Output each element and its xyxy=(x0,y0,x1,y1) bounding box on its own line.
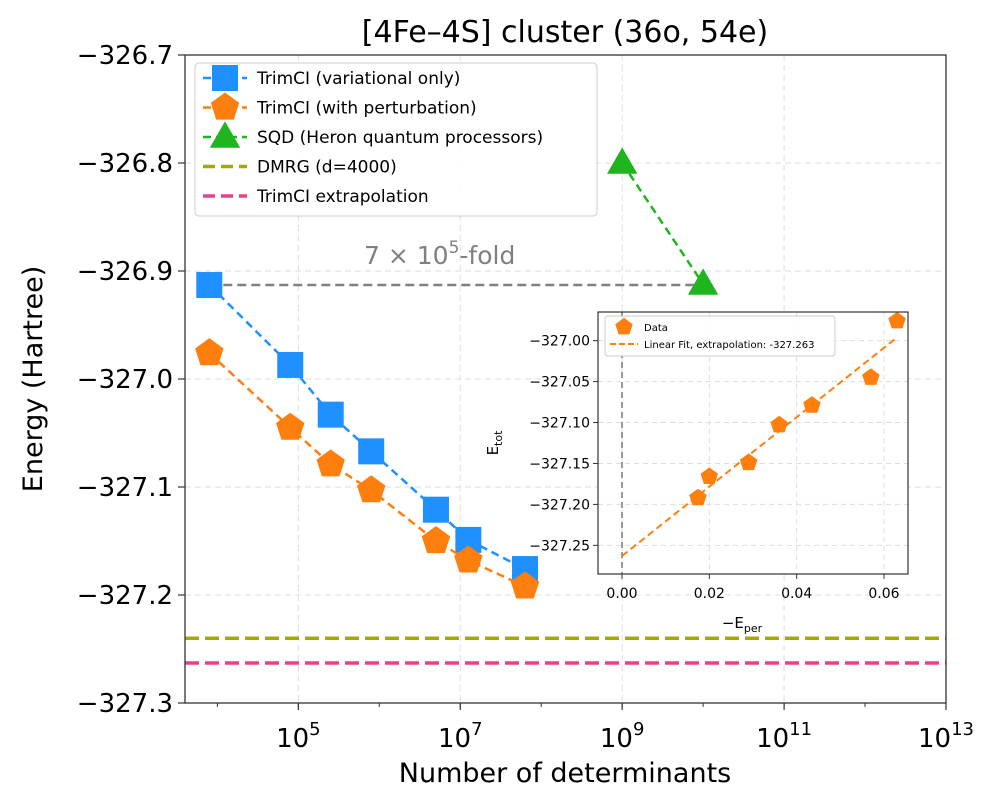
y-tick-label: −327.3 xyxy=(77,689,173,719)
inset-x-label-sub: per xyxy=(744,622,763,635)
chart-title: [4Fe–4S] cluster (36o, 54e) xyxy=(362,15,768,50)
inset-y-tick-label: −327.00 xyxy=(529,334,590,350)
x-tick-base: 10 xyxy=(276,724,309,754)
fold-label-base: 7 × 10 xyxy=(364,241,449,270)
inset-y-tick-label: −327.05 xyxy=(529,375,590,391)
legend-label: TrimCI (variational only) xyxy=(256,69,460,89)
y-axis-label: Energy (Hartree) xyxy=(18,266,49,492)
data-point xyxy=(196,272,222,298)
x-tick-exponent: 11 xyxy=(789,719,812,740)
x-tick-exponent: 9 xyxy=(633,719,644,740)
inset-y-tick-label: −327.25 xyxy=(529,538,590,554)
inset-legend-label: Linear Fit, extrapolation: -327.263 xyxy=(644,340,814,351)
x-tick-exponent: 13 xyxy=(951,719,974,740)
y-tick-label: −326.9 xyxy=(77,257,173,287)
y-tick-label: −327.0 xyxy=(77,365,173,395)
inset-y-tick-label: −327.10 xyxy=(529,416,590,432)
data-point xyxy=(358,438,384,464)
inset-x-tick-label: 0.00 xyxy=(606,586,637,602)
x-tick-base: 10 xyxy=(600,724,633,754)
data-point xyxy=(423,497,449,523)
fold-label: 7 × 105-fold xyxy=(364,238,515,270)
fold-label-exponent: 5 xyxy=(449,238,460,258)
y-tick-label: −327.2 xyxy=(77,581,173,611)
y-tick-label: −326.7 xyxy=(77,41,173,71)
data-point xyxy=(318,402,344,428)
inset-x-tick-label: 0.04 xyxy=(781,586,812,602)
y-tick-label: −327.1 xyxy=(77,473,173,503)
inset-x-tick-label: 0.02 xyxy=(694,586,725,602)
data-point xyxy=(277,352,303,378)
legend-label: TrimCI extrapolation xyxy=(256,187,429,207)
main-legend: TrimCI (variational only) TrimCI (with pe… xyxy=(195,63,597,216)
fold-label-suffix: -fold xyxy=(459,241,515,270)
x-axis-label: Number of determinants xyxy=(399,758,731,789)
inset-y-label-main: E xyxy=(484,446,502,455)
x-tick-base: 10 xyxy=(918,724,951,754)
x-tick-base: 10 xyxy=(756,724,789,754)
inset-y-tick-label: −327.20 xyxy=(529,497,590,513)
inset-x-label-main: −E xyxy=(722,614,744,632)
x-tick-exponent: 5 xyxy=(309,719,320,740)
x-tick-base: 10 xyxy=(438,724,471,754)
inset-y-tick-label: −327.15 xyxy=(529,456,590,472)
legend-marker xyxy=(212,65,238,91)
legend-label: TrimCI (with perturbation) xyxy=(256,99,477,119)
inset-legend-label: Data xyxy=(644,323,668,334)
inset-legend: Data Linear Fit, extrapolation: -327.263 xyxy=(605,316,835,356)
legend-label: SQD (Heron quantum processors) xyxy=(257,128,543,148)
legend-label: DMRG (d=4000) xyxy=(257,158,397,178)
chart-figure: [4Fe–4S] cluster (36o, 54e) 7 × 105-fold… xyxy=(0,0,996,805)
inset-x-tick-label: 0.06 xyxy=(868,586,899,602)
y-tick-label: −326.8 xyxy=(77,149,173,179)
inset-y-label-sub: tot xyxy=(492,430,505,446)
x-tick-exponent: 7 xyxy=(471,719,482,740)
